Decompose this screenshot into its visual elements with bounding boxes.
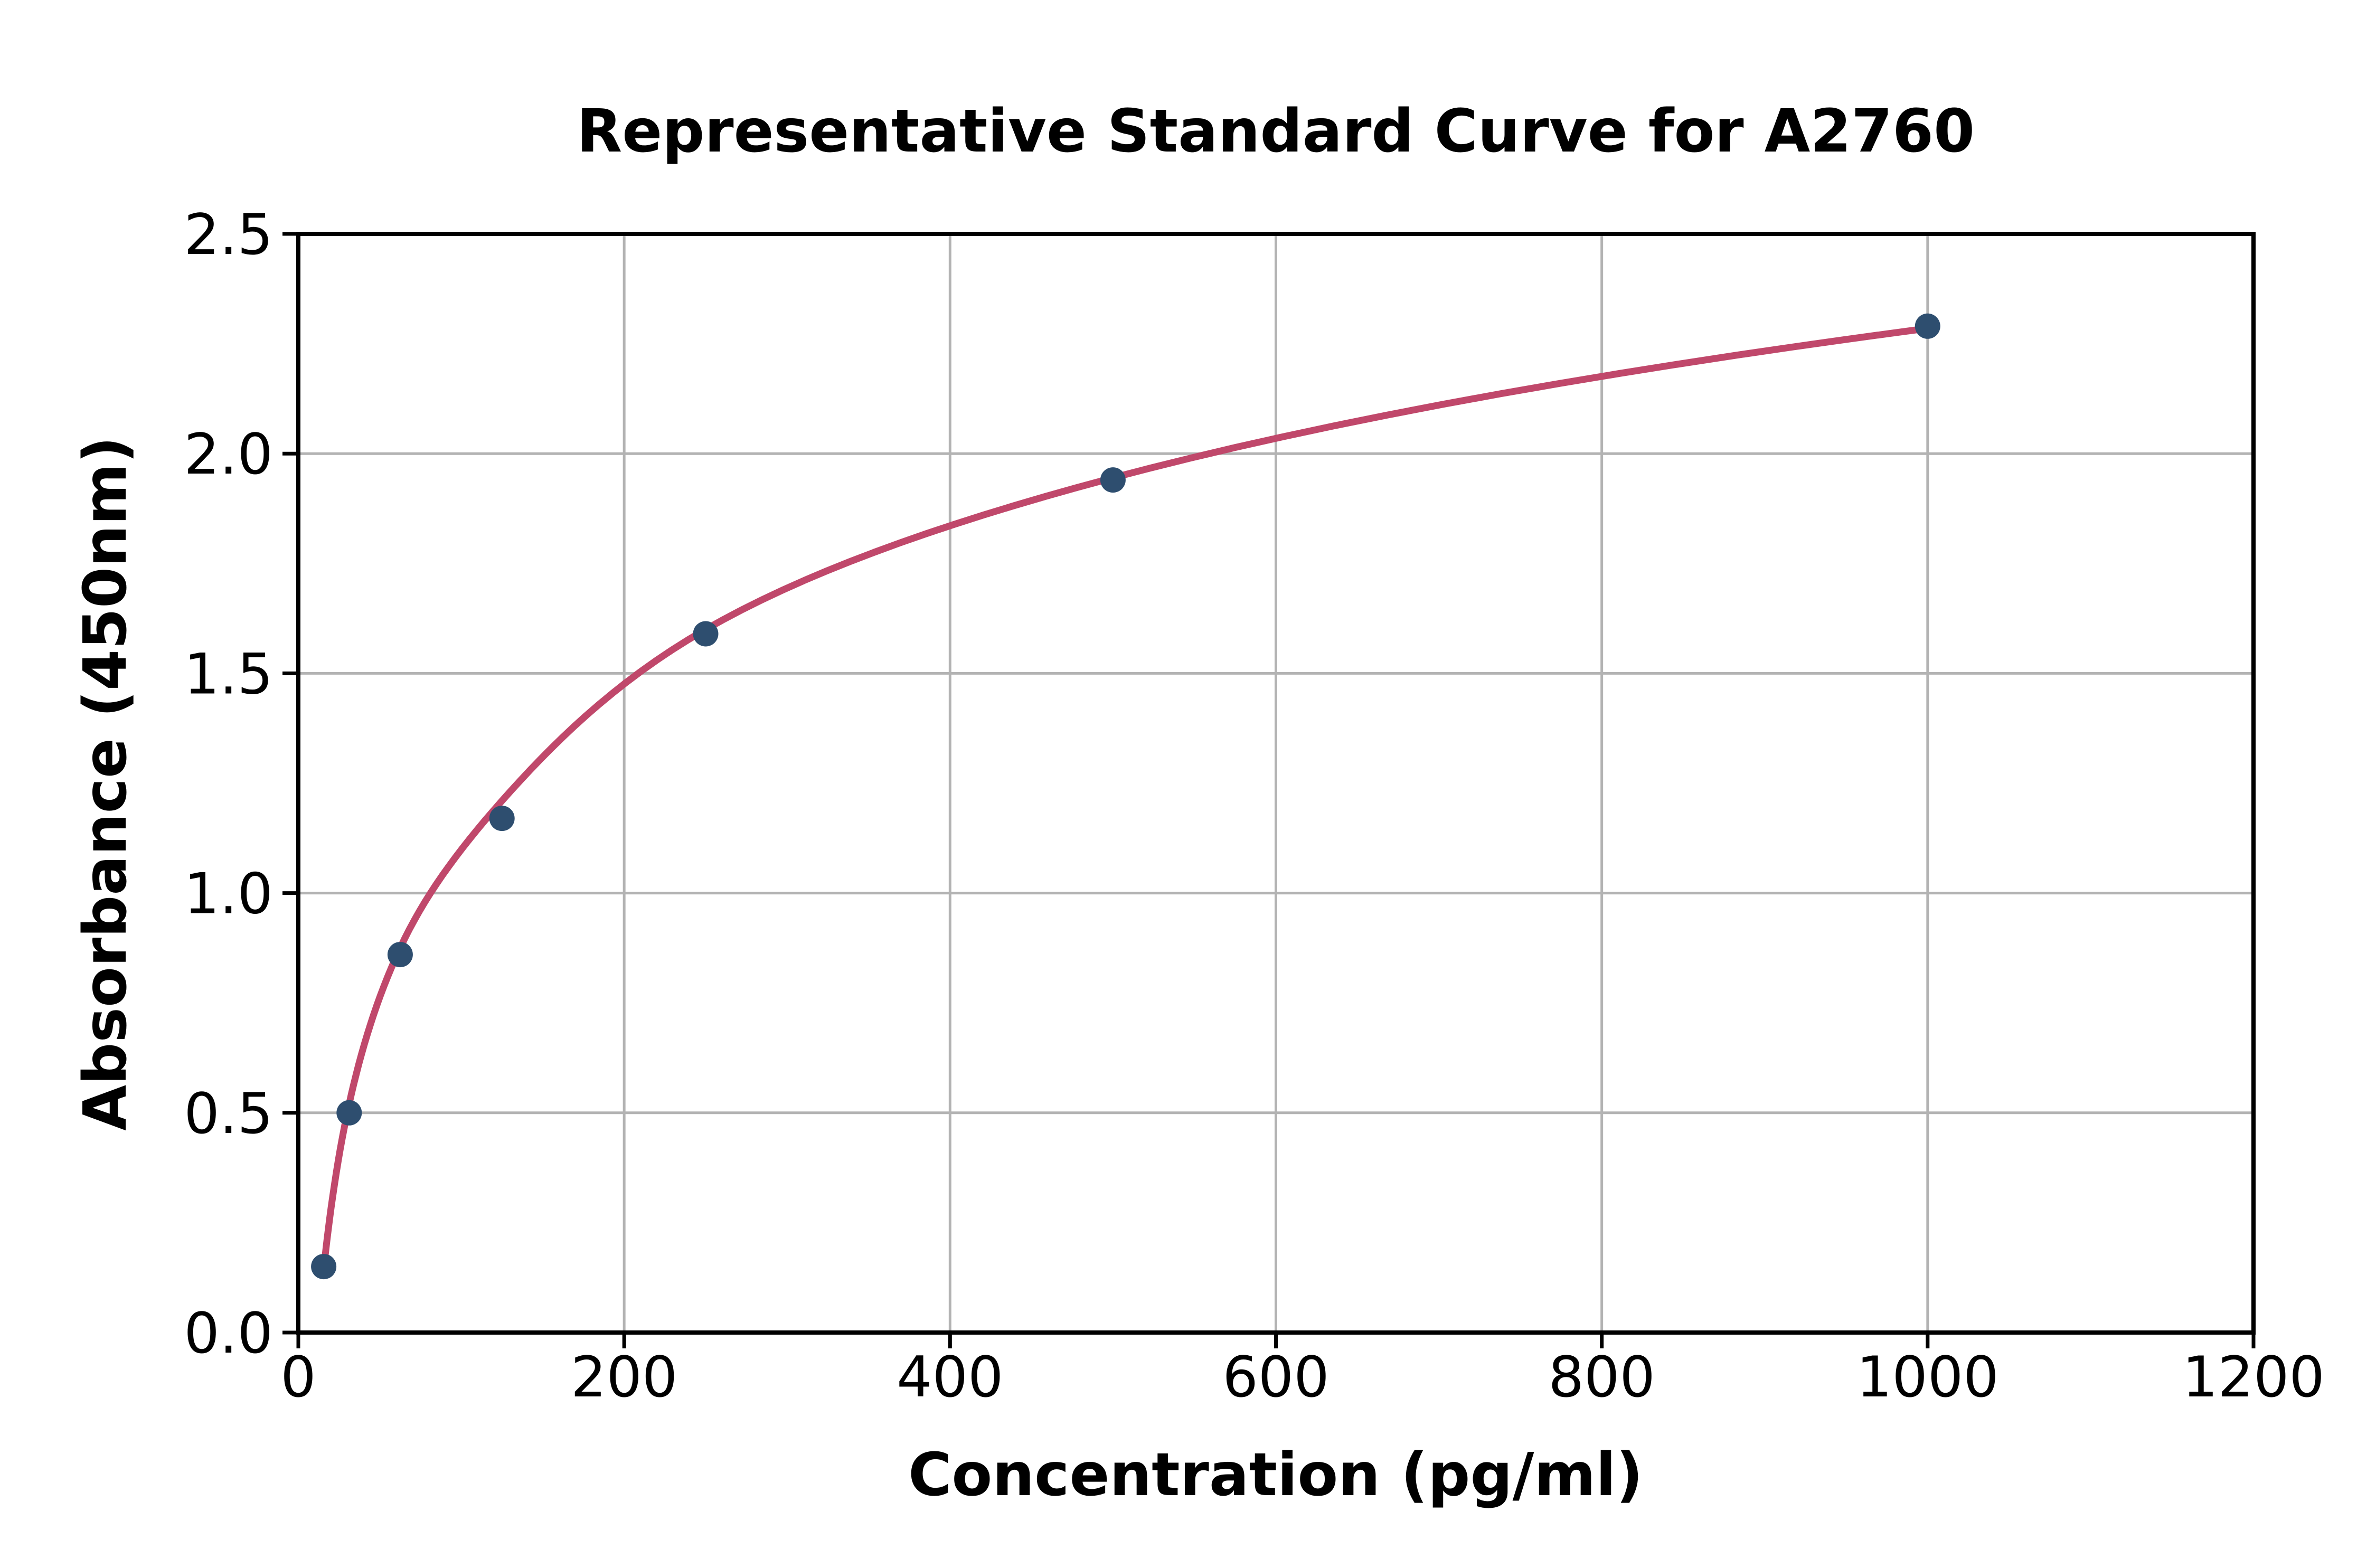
x-tick-label: 200	[571, 1345, 677, 1410]
x-tick-label: 600	[1222, 1345, 1329, 1410]
y-axis-label: Absorbance (450nm)	[71, 436, 140, 1130]
x-tick-label: 0	[280, 1345, 316, 1410]
data-points-layer	[311, 313, 1940, 1280]
x-tick-label: 1000	[1856, 1345, 1999, 1410]
data-point	[1100, 467, 1126, 493]
data-point	[387, 942, 413, 968]
data-point	[336, 1100, 362, 1126]
y-tick-label: 0.0	[184, 1301, 273, 1366]
gridlines	[298, 234, 2254, 1333]
x-tick-label: 800	[1549, 1345, 1655, 1410]
data-point	[311, 1254, 337, 1280]
data-point	[1915, 313, 1940, 339]
y-tick-label: 0.5	[184, 1081, 273, 1146]
ticks-layer	[282, 232, 2256, 1348]
x-tick-label: 1200	[2182, 1345, 2325, 1410]
chart-title: Representative Standard Curve for A2760	[577, 97, 1975, 166]
data-point	[489, 806, 515, 832]
tick-labels-layer: 0 200 400 600 800 1000 1200 0.0 0.5 1.0 1.5 2.0 2.5	[184, 202, 2324, 1410]
x-axis-label: Concentration (pg/ml)	[908, 1441, 1643, 1509]
y-tick-label: 1.0	[184, 862, 273, 927]
y-tick-label: 2.5	[184, 202, 273, 267]
x-tick-label: 400	[897, 1345, 1003, 1410]
y-tick-label: 1.5	[184, 641, 273, 706]
y-tick-label: 2.0	[184, 422, 273, 487]
data-point	[693, 621, 719, 647]
